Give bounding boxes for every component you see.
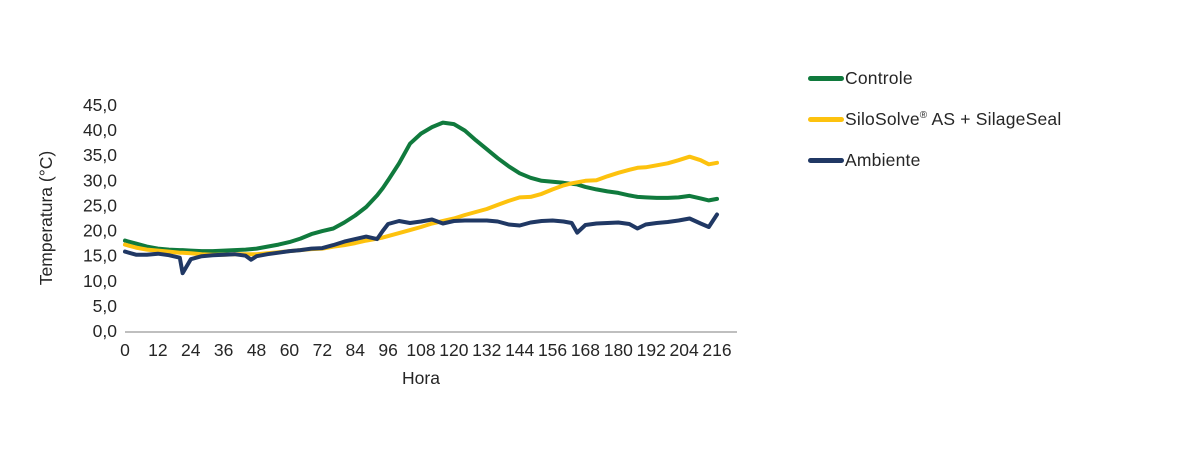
x-tick-label: 48 [247, 340, 266, 360]
legend: Controle SiloSolve® AS + SilageSeal Ambi… [808, 66, 1061, 173]
legend-swatch-silosolve [808, 117, 844, 122]
y-tick-label: 30,0 [83, 170, 117, 190]
y-axis-title: Temperatura (°C) [36, 151, 56, 285]
x-tick-label: 12 [148, 340, 167, 360]
legend-swatch-ambiente [808, 158, 844, 163]
x-tick-label: 204 [670, 340, 699, 360]
y-tick-label: 5,0 [93, 296, 118, 316]
x-tick-label: 180 [604, 340, 633, 360]
x-axis-title: Hora [402, 368, 440, 388]
legend-item-silosolve: SiloSolve® AS + SilageSeal [808, 107, 1061, 132]
legend-swatch-controle [808, 76, 844, 81]
series-line-controle [123, 120, 719, 254]
x-tick-label: 120 [439, 340, 468, 360]
x-tick-label: 60 [280, 340, 300, 360]
x-tick-label: 36 [214, 340, 233, 360]
x-tick-label: 84 [345, 340, 365, 360]
legend-label-ambiente: Ambiente [845, 150, 921, 170]
legend-label-silosolve: SiloSolve® AS + SilageSeal [845, 109, 1062, 129]
legend-label-controle: Controle [845, 68, 913, 88]
x-tick-label: 132 [472, 340, 501, 360]
y-tick-label: 45,0 [83, 95, 117, 115]
series-line-silosolve-as-silageseal [123, 154, 719, 257]
x-tick-label: 156 [538, 340, 567, 360]
y-tick-label: 35,0 [83, 145, 117, 165]
y-tick-label: 10,0 [83, 271, 117, 291]
x-tick-label: 192 [637, 340, 666, 360]
y-tick-label: 15,0 [83, 246, 117, 266]
y-tick-label: 0,0 [93, 321, 118, 341]
y-tick-label: 40,0 [83, 120, 117, 140]
x-tick-label: 72 [313, 340, 332, 360]
legend-item-ambiente: Ambiente [808, 148, 1061, 173]
y-tick-label: 20,0 [83, 221, 117, 241]
x-tick-label: 24 [181, 340, 201, 360]
x-tick-label: 144 [505, 340, 534, 360]
series-line-ambiente [123, 212, 719, 276]
x-tick-label: 0 [120, 340, 130, 360]
y-tick-label: 25,0 [83, 195, 117, 215]
legend-item-controle: Controle [808, 66, 1061, 91]
x-tick-label: 96 [378, 340, 397, 360]
x-tick-label: 108 [406, 340, 435, 360]
x-tick-label: 216 [702, 340, 731, 360]
x-tick-label: 168 [571, 340, 600, 360]
